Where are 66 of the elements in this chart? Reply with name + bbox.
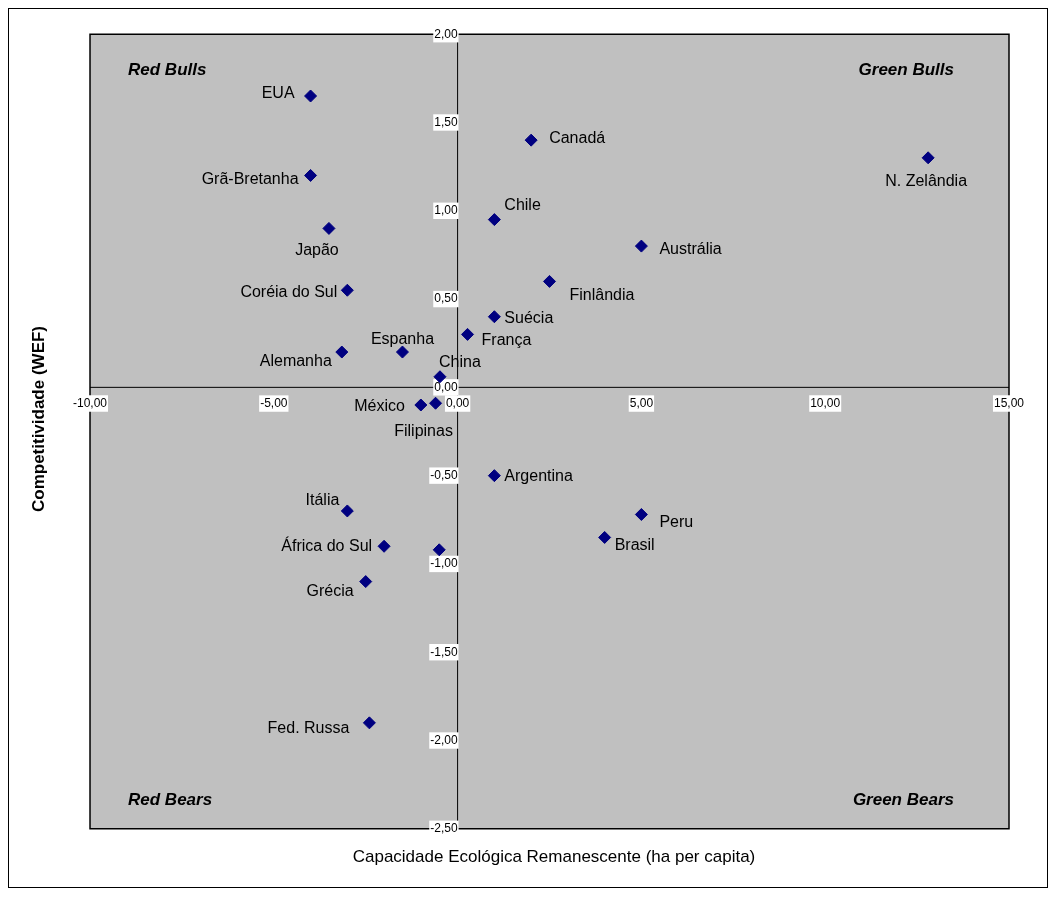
point (377, 539, 391, 553)
annotation: Coréia do Sul (240, 282, 338, 300)
point (487, 469, 501, 483)
annotation: Canadá (549, 128, 606, 146)
annotation: Espanha (370, 330, 435, 348)
annotation: Suécia (504, 309, 554, 327)
point (634, 507, 648, 521)
point (524, 133, 538, 147)
annotation: África do Sul (281, 535, 373, 554)
y-tick-label: 1,50 (434, 114, 458, 129)
annotation: Grã-Bretanha (201, 169, 299, 187)
point (322, 221, 336, 235)
x-tick-label: 10,00 (810, 395, 841, 410)
annotation: Fed. Russa (267, 719, 350, 737)
annotation: França (481, 330, 532, 348)
x-tick-label: 0,00 (445, 395, 470, 410)
point (598, 530, 612, 544)
annotation: Peru (659, 512, 694, 530)
annotation: Green Bulls (858, 59, 954, 79)
point (487, 213, 501, 227)
point (461, 327, 475, 341)
annotation: Finlândia (569, 285, 635, 303)
y-tick-label: -1,50 (430, 644, 458, 659)
annotation: Red Bulls (128, 59, 207, 79)
x-axis-title: Capacidade Ecológica Remanescente (ha per capita) (351, 847, 757, 867)
annotation: México (354, 397, 405, 415)
annotation: N. Zelândia (885, 172, 968, 190)
point (543, 274, 557, 288)
x-tick-label: 5,00 (629, 395, 654, 410)
point (414, 398, 428, 412)
annotation: Austrália (659, 240, 722, 258)
annotation: Brasil (614, 535, 655, 553)
point (335, 345, 349, 359)
y-tick-label: -2,50 (430, 821, 458, 836)
point (359, 575, 373, 589)
point (362, 716, 376, 730)
point (304, 168, 318, 182)
annotation: Red Bears (128, 790, 213, 810)
annotation: EUA (261, 84, 295, 102)
point (429, 396, 443, 410)
annotation: Green Bears (852, 790, 954, 810)
x-tick-label: -5,00 (260, 395, 288, 410)
annotation: Japão (295, 240, 339, 258)
y-tick-label: 0,50 (434, 291, 458, 306)
point (921, 151, 935, 165)
y-axis-title: Competitividade (WEF) (29, 325, 49, 513)
annotation: Grécia (306, 582, 354, 599)
y-tick-label: 2,00 (434, 26, 458, 41)
y-tick-label: 0,00 (434, 379, 458, 394)
y-tick-label: -1,00 (430, 556, 458, 571)
point (304, 89, 318, 103)
point (487, 310, 501, 324)
annotation: Argentina (504, 467, 573, 485)
y-tick-label: 1,00 (434, 203, 458, 218)
point (340, 283, 354, 297)
x-tick-label: 15,00 (993, 395, 1025, 410)
y-tick-label: -2,00 (430, 732, 458, 747)
annotation: Itália (305, 491, 340, 509)
point (340, 504, 354, 518)
x-tick-label: -10,00 (73, 395, 108, 410)
point (432, 543, 446, 557)
annotation: Filipinas (394, 421, 453, 439)
annotation: Chile (504, 196, 541, 214)
point (634, 239, 648, 253)
y-tick-label: -0,50 (430, 467, 458, 482)
annotation: Alemanha (259, 352, 332, 370)
